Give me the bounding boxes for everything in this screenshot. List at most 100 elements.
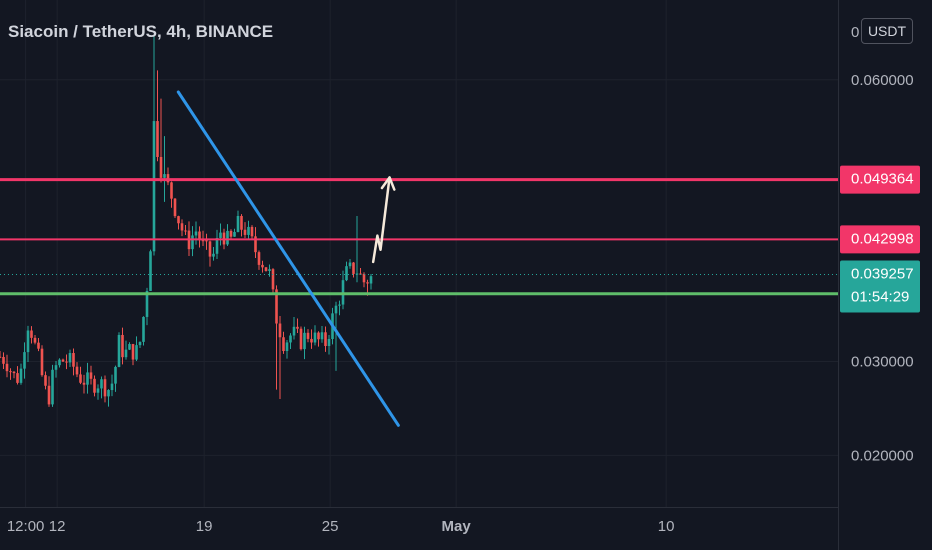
candle-body (268, 269, 271, 271)
candle-body (261, 264, 264, 268)
candle-body (191, 235, 194, 250)
candle-body (278, 323, 282, 338)
candle-body (229, 230, 233, 237)
candle-body (352, 262, 355, 274)
candle-body (16, 373, 19, 383)
candle-body (145, 290, 149, 317)
candle-body (271, 269, 275, 290)
price-tag-last-text: 0.039257 (851, 266, 914, 283)
candle-body (75, 366, 79, 375)
candle-body (82, 382, 86, 385)
candle-body (149, 251, 152, 291)
projection-arrow-head (380, 176, 396, 191)
candle-body (236, 215, 240, 232)
y-tick-label: 0.060000 (851, 72, 914, 89)
candle-body (5, 363, 9, 372)
candle-body (54, 365, 58, 370)
candle-body (121, 334, 124, 358)
candle-body (310, 338, 313, 343)
candle-body (23, 352, 26, 369)
candle-body (61, 359, 65, 362)
candle-body (264, 267, 268, 271)
candle-body (366, 282, 369, 284)
candle-body (233, 231, 236, 237)
candle-body (320, 332, 324, 340)
candle-body (114, 366, 117, 384)
candle-body (117, 334, 121, 367)
candle-body (226, 230, 229, 245)
candle-body (135, 345, 138, 360)
candle-body (180, 223, 184, 231)
candle-body (86, 372, 89, 385)
y-tick-label-partial: 0 (851, 24, 859, 41)
candle-body (68, 353, 72, 363)
candle-body (324, 332, 327, 346)
candle-body (100, 379, 103, 389)
candle-body (247, 226, 250, 235)
x-tick-label: 25 (322, 518, 339, 535)
x-tick-label: 12:00 (7, 518, 45, 535)
candle-body (296, 326, 299, 329)
candle-body (198, 231, 201, 241)
candle-body (163, 174, 166, 178)
candle-body (345, 266, 348, 281)
candle-body (96, 388, 100, 393)
candle-body (254, 236, 257, 253)
candle-body (58, 359, 61, 366)
candle-body (338, 304, 341, 306)
horizontal-levels[interactable] (0, 178, 838, 296)
candle-body (65, 361, 68, 363)
price-tag-last-text: 01:54:29 (851, 289, 909, 306)
candle-body (362, 273, 366, 283)
candle-body (306, 332, 310, 339)
chart-title: Siacoin / TetherUS, 4h, BINANCE (8, 22, 274, 41)
candle-body (173, 198, 177, 217)
drawings[interactable] (176, 90, 400, 427)
candle-body (240, 215, 243, 230)
currency-button[interactable]: USDT (861, 18, 913, 44)
candle-body (152, 121, 156, 252)
candle-body (369, 276, 373, 284)
price-tag-level-2-bg (840, 225, 920, 254)
candle-body (44, 375, 47, 386)
candle-body (205, 240, 208, 242)
candle-body (201, 240, 205, 242)
trendline[interactable] (176, 90, 400, 427)
candle-body (51, 369, 54, 405)
candle-body (170, 182, 173, 199)
candle-body (212, 253, 215, 257)
projection-arrow[interactable] (371, 176, 391, 264)
candle-body (93, 378, 96, 393)
candle-body (19, 368, 23, 383)
candle-body (159, 156, 163, 178)
candle-body (79, 374, 82, 383)
x-tick-label: May (442, 518, 472, 535)
candle-body (30, 330, 33, 338)
candle-body (33, 337, 37, 343)
candle-body (89, 372, 93, 379)
y-tick-label: 0.030000 (851, 353, 914, 370)
candle-body (107, 390, 110, 397)
candle-body (250, 226, 254, 237)
candle-body (138, 341, 142, 346)
candle-body (26, 330, 30, 353)
candle-body (299, 328, 303, 350)
candle-body (317, 332, 320, 340)
time-axis[interactable]: 12:00 12 19 25 May 10 (7, 518, 675, 535)
candle-body (327, 338, 331, 346)
candle-body (47, 385, 51, 405)
candle-body (275, 289, 278, 324)
x-tick-label: 19 (196, 518, 213, 535)
candle-body (0, 356, 2, 358)
price-axis[interactable]: 0.060000 0.030000 0.020000 0 (851, 24, 914, 464)
candle-body (177, 216, 180, 224)
candle-body (334, 305, 338, 314)
candle-body (313, 332, 317, 343)
candle-body (348, 262, 352, 267)
candle-body (156, 121, 159, 157)
candle-body (303, 332, 306, 350)
candle-body (128, 344, 131, 350)
candle-body (72, 353, 75, 367)
